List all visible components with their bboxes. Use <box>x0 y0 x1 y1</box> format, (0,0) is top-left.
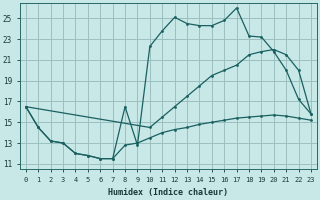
X-axis label: Humidex (Indice chaleur): Humidex (Indice chaleur) <box>108 188 228 197</box>
